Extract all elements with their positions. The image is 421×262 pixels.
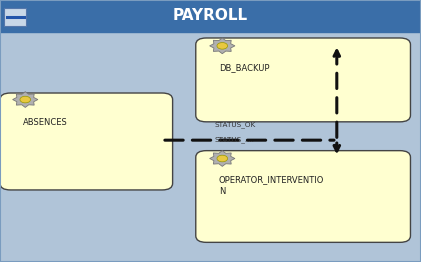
Circle shape bbox=[20, 96, 31, 103]
Text: STATUS_OK: STATUS_OK bbox=[215, 122, 256, 128]
FancyBboxPatch shape bbox=[196, 151, 410, 242]
FancyBboxPatch shape bbox=[196, 38, 410, 122]
Text: ABSENCES: ABSENCES bbox=[23, 118, 68, 127]
FancyBboxPatch shape bbox=[0, 93, 173, 190]
Circle shape bbox=[217, 42, 228, 49]
Text: DB_BACKUP: DB_BACKUP bbox=[219, 63, 269, 72]
Polygon shape bbox=[210, 38, 235, 54]
Text: PAYROLL: PAYROLL bbox=[173, 8, 248, 24]
Text: STATUS_....: STATUS_.... bbox=[215, 136, 255, 143]
Polygon shape bbox=[13, 92, 38, 107]
FancyBboxPatch shape bbox=[4, 8, 26, 26]
Circle shape bbox=[217, 155, 228, 162]
Polygon shape bbox=[210, 151, 235, 166]
Text: OPERATOR_INTERVENTIO
N: OPERATOR_INTERVENTIO N bbox=[219, 176, 324, 196]
FancyBboxPatch shape bbox=[0, 0, 421, 32]
